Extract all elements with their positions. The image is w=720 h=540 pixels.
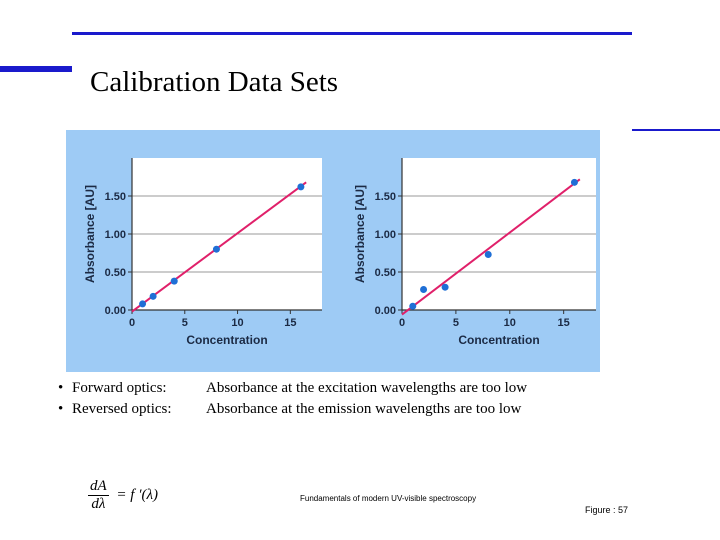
formula-denominator: dλ xyxy=(91,496,106,512)
y-axis-label: Absorbance [AU] xyxy=(83,185,97,283)
left-accent-rule xyxy=(0,66,72,72)
x-tick-label: 5 xyxy=(453,317,459,329)
y-tick-label: 0.00 xyxy=(375,305,396,317)
x-tick-label: 0 xyxy=(399,317,405,329)
y-axis-label: Absorbance [AU] xyxy=(353,185,367,283)
data-point xyxy=(484,251,492,259)
data-point xyxy=(409,302,417,310)
bullet-marker: • xyxy=(58,380,64,396)
figure-reference: Figure : 57 xyxy=(585,505,629,515)
x-tick-label: 15 xyxy=(284,317,296,329)
formula-rhs: = f ′(λ) xyxy=(116,487,158,503)
x-tick-label: 0 xyxy=(129,317,135,329)
fit-line xyxy=(401,178,581,316)
bullet-label: Reversed optics: xyxy=(72,401,172,417)
slide-title: Calibration Data Sets xyxy=(90,66,339,98)
right-accent-rule xyxy=(632,129,720,131)
data-point xyxy=(297,183,305,191)
bullet-label: Forward optics: xyxy=(72,380,167,396)
chart-panel: 0.00 0.50 1.00 1.50 0 5 10 15 Concentration Absor… xyxy=(66,130,600,372)
data-point xyxy=(170,277,178,285)
y-tick-label: 1.50 xyxy=(375,191,396,203)
y-tick-label: 0.50 xyxy=(105,267,126,279)
y-tick-label: 0.00 xyxy=(105,305,126,317)
x-tick-label: 5 xyxy=(182,317,188,329)
x-tick-label: 15 xyxy=(558,317,570,329)
bullet-text: Absorbance at the excitation wavelengths… xyxy=(206,380,528,396)
bullet-marker: • xyxy=(58,401,64,417)
data-point xyxy=(420,285,428,293)
source-citation: Fundamentals of modern UV-visible spectr… xyxy=(300,494,477,503)
derivative-formula: dA dλ = f ′(λ) xyxy=(88,478,158,513)
data-point xyxy=(149,292,157,300)
y-tick-label: 1.50 xyxy=(105,191,126,203)
top-rule xyxy=(72,32,632,35)
data-point xyxy=(212,245,220,253)
x-axis-label: Concentration xyxy=(186,333,267,347)
calibration-charts: 0.00 0.50 1.00 1.50 0 5 10 15 Concentration Absor… xyxy=(83,158,596,347)
formula-numerator: dA xyxy=(90,478,107,494)
data-point xyxy=(441,283,449,291)
formula-fraction-bar xyxy=(88,495,109,496)
x-axis-label: Concentration xyxy=(458,333,539,347)
y-tick-label: 0.50 xyxy=(375,267,396,279)
y-tick-label: 1.00 xyxy=(105,229,126,241)
data-point xyxy=(139,300,147,308)
x-tick-label: 10 xyxy=(231,317,243,329)
data-point xyxy=(570,178,578,186)
bullet-text: Absorbance at the emission wavelengths a… xyxy=(206,401,522,417)
y-tick-label: 1.00 xyxy=(375,229,396,241)
x-tick-label: 10 xyxy=(504,317,516,329)
